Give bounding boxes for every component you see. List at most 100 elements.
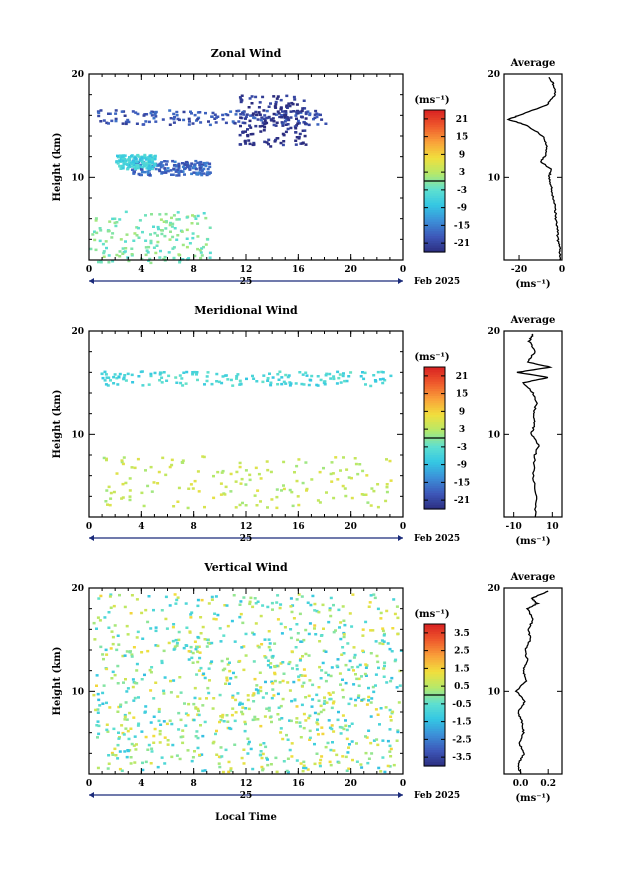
heatmap-cell: [107, 762, 111, 765]
heatmap-cell: [373, 596, 377, 600]
heatmap-cell: [240, 702, 244, 706]
heatmap-cell: [256, 691, 260, 695]
colorbar-segment: [424, 397, 445, 401]
colorbar-segment: [424, 482, 445, 486]
colorbar-segment: [424, 204, 445, 208]
heatmap-cell: [206, 171, 210, 174]
heatmap-cell: [341, 646, 345, 649]
heatmap-cell: [319, 677, 323, 680]
heatmap-cell: [189, 483, 193, 486]
heatmap-cell: [321, 603, 325, 607]
heatmap-cell: [127, 120, 131, 124]
heatmap-cell: [271, 688, 275, 691]
x-axis-label: Local Time: [215, 812, 277, 823]
heatmap-cell: [184, 602, 188, 605]
heatmap-cell: [181, 461, 185, 464]
heatmap-cell: [256, 489, 260, 492]
heatmap-cell: [195, 373, 198, 376]
colorbar-segment: [424, 631, 445, 635]
heatmap-cell: [233, 719, 237, 723]
heatmap-cell: [167, 374, 171, 378]
heatmap-cell: [219, 482, 223, 485]
x-tick-label: 0: [86, 779, 92, 789]
colorbar-tick-label: 3.5: [454, 629, 470, 639]
heatmap-cell: [322, 702, 326, 705]
heatmap-cell: [356, 696, 360, 699]
heatmap-cell: [104, 240, 108, 243]
heatmap-cell: [376, 370, 380, 374]
heatmap-cell: [279, 603, 283, 606]
heatmap-cell: [133, 466, 137, 470]
heatmap-cell: [132, 716, 136, 719]
heatmap-cell: [360, 493, 364, 496]
heatmap-cell: [147, 595, 151, 598]
heatmap-cell: [156, 234, 159, 237]
heatmap-cell: [319, 113, 322, 117]
heatmap-cell: [378, 378, 382, 381]
heatmap-cell: [92, 693, 96, 697]
colorbar-segment: [424, 435, 445, 439]
heatmap-cell: [196, 598, 200, 602]
heatmap-cell: [280, 116, 284, 119]
heatmap-cell: [196, 746, 200, 750]
heatmap-cell: [227, 726, 231, 730]
heatmap-cell: [325, 491, 328, 494]
heatmap-cell: [185, 626, 189, 629]
heatmap-cell: [132, 159, 136, 162]
colorbar-tick-label: 21: [456, 115, 469, 125]
heatmap-cell: [285, 118, 289, 122]
heatmap-cell: [114, 119, 118, 123]
heatmap-cell: [125, 755, 129, 759]
heatmap-cell: [152, 164, 156, 167]
heatmap-cell: [276, 383, 280, 386]
heatmap-cell: [297, 503, 301, 507]
heatmap-cell: [348, 743, 351, 746]
heatmap-cell: [143, 154, 147, 158]
heatmap-cell: [352, 683, 356, 686]
heatmap-cell: [332, 700, 336, 703]
heatmap-cell: [288, 719, 292, 722]
heatmap-cell: [381, 739, 385, 742]
heatmap-cell: [295, 110, 299, 114]
heatmap-cell: [101, 691, 105, 695]
colorbar-segment: [424, 706, 445, 710]
heatmap-cell: [225, 679, 229, 682]
heatmap-cell: [279, 108, 283, 111]
average-title: Average: [510, 315, 556, 326]
date-day-label: 25: [240, 791, 253, 801]
heatmap-cell: [228, 669, 232, 673]
heatmap-cell: [144, 239, 148, 242]
heatmap-cell: [146, 172, 150, 176]
heatmap-cell: [320, 726, 324, 729]
heatmap-cell: [297, 675, 301, 678]
heatmap-cell: [194, 171, 198, 175]
colorbar-segment: [424, 428, 445, 432]
heatmap-cell: [115, 376, 119, 380]
heatmap-cell: [266, 506, 269, 509]
heatmap-cell: [385, 458, 388, 461]
heatmap-cell: [395, 686, 399, 689]
colorbar-segment: [424, 761, 445, 765]
heatmap-cell: [329, 596, 333, 600]
heatmap-cell: [118, 736, 121, 739]
heatmap-cell: [279, 727, 283, 730]
heatmap-cell: [97, 597, 101, 600]
heatmap-cell: [199, 172, 203, 175]
heatmap-cell: [295, 759, 299, 762]
heatmap-cell: [379, 611, 383, 615]
heatmap-cell: [188, 168, 192, 171]
heatmap-cell: [133, 170, 136, 174]
heatmap-cell: [249, 747, 253, 751]
heatmap-cell: [169, 230, 172, 233]
heatmap-cell: [105, 121, 109, 125]
heatmap-cell: [324, 745, 328, 749]
heatmap-cell: [150, 750, 154, 753]
heatmap-cell: [267, 115, 271, 119]
heatmap-cell: [350, 496, 354, 500]
heatmap-cell: [316, 722, 320, 726]
heatmap-cell: [224, 485, 228, 489]
heatmap-cell: [111, 217, 115, 221]
heatmap-cell: [130, 162, 134, 165]
heatmap-cell: [158, 373, 162, 376]
heatmap-cell: [196, 247, 200, 251]
